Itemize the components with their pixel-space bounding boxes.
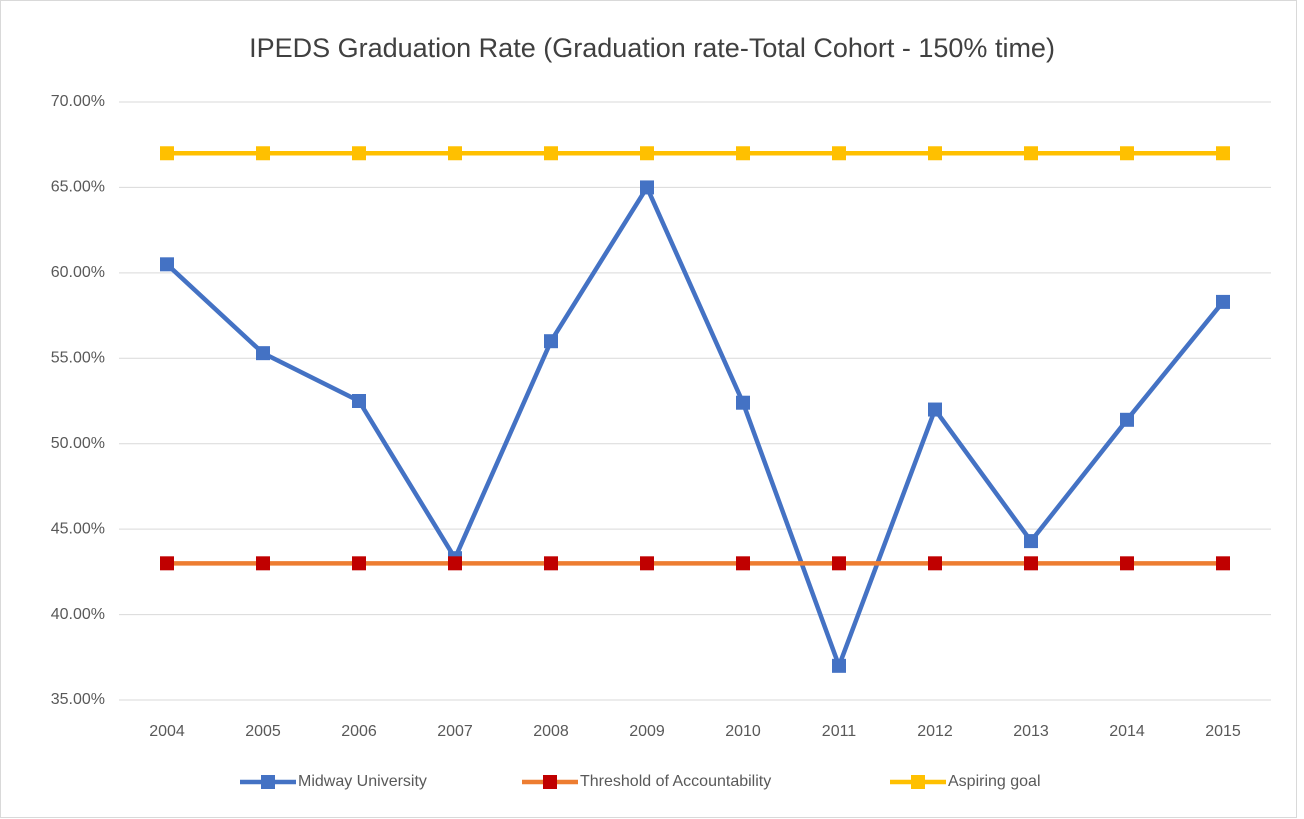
- marker: [1216, 146, 1230, 161]
- chart-title: IPEDS Graduation Rate (Graduation rate-T…: [249, 33, 1055, 63]
- legend-marker: [543, 775, 557, 789]
- marker: [736, 146, 750, 161]
- marker: [1120, 146, 1134, 161]
- marker: [736, 556, 750, 571]
- y-tick-label: 65.00%: [51, 179, 105, 196]
- y-tick-label: 70.00%: [51, 93, 105, 110]
- marker: [448, 146, 462, 161]
- marker: [928, 556, 942, 571]
- legend-marker: [911, 775, 925, 789]
- marker: [544, 556, 558, 571]
- marker: [640, 180, 654, 195]
- marker: [160, 556, 174, 571]
- x-tick-label: 2010: [725, 723, 761, 740]
- x-tick-label: 2007: [437, 723, 473, 740]
- x-tick-label: 2011: [822, 723, 857, 740]
- legend-label: Threshold of Accountability: [580, 773, 771, 790]
- x-tick-label: 2004: [149, 723, 185, 740]
- y-tick-label: 40.00%: [51, 606, 105, 623]
- marker: [256, 556, 270, 571]
- marker: [736, 395, 750, 410]
- legend-label: Midway University: [298, 773, 427, 790]
- legend-label: Aspiring goal: [948, 773, 1041, 790]
- marker: [928, 146, 942, 161]
- marker: [1120, 556, 1134, 571]
- y-tick-label: 35.00%: [51, 691, 105, 708]
- x-tick-label: 2008: [533, 723, 569, 740]
- marker: [1024, 534, 1038, 549]
- marker: [1120, 412, 1134, 427]
- marker: [448, 556, 462, 571]
- x-tick-label: 2012: [917, 723, 953, 740]
- x-tick-label: 2005: [245, 723, 281, 740]
- marker: [544, 334, 558, 349]
- x-tick-label: 2006: [341, 723, 377, 740]
- series-line: [165, 185, 1225, 669]
- marker: [352, 394, 366, 408]
- x-tick-label: 2014: [1109, 723, 1145, 740]
- marker: [640, 146, 654, 161]
- marker: [928, 402, 942, 417]
- marker: [1216, 294, 1230, 309]
- marker: [1216, 556, 1230, 571]
- marker: [640, 556, 654, 571]
- y-tick-label: 50.00%: [51, 435, 105, 452]
- y-tick-label: 55.00%: [51, 350, 105, 367]
- x-tick-label: 2015: [1205, 723, 1241, 740]
- marker: [160, 146, 174, 161]
- marker: [1024, 146, 1038, 161]
- marker: [832, 556, 846, 571]
- x-tick-label: 2013: [1013, 723, 1049, 740]
- marker: [832, 146, 846, 161]
- y-tick-label: 60.00%: [51, 264, 105, 281]
- marker: [256, 346, 270, 361]
- marker: [832, 658, 846, 673]
- marker: [1024, 556, 1038, 571]
- marker: [352, 146, 366, 161]
- y-tick-label: 45.00%: [51, 520, 105, 537]
- marker: [352, 556, 366, 571]
- marker: [256, 146, 270, 161]
- x-tick-label: 2009: [629, 723, 665, 740]
- legend-marker: [261, 775, 275, 789]
- marker: [544, 146, 558, 161]
- marker: [160, 257, 174, 272]
